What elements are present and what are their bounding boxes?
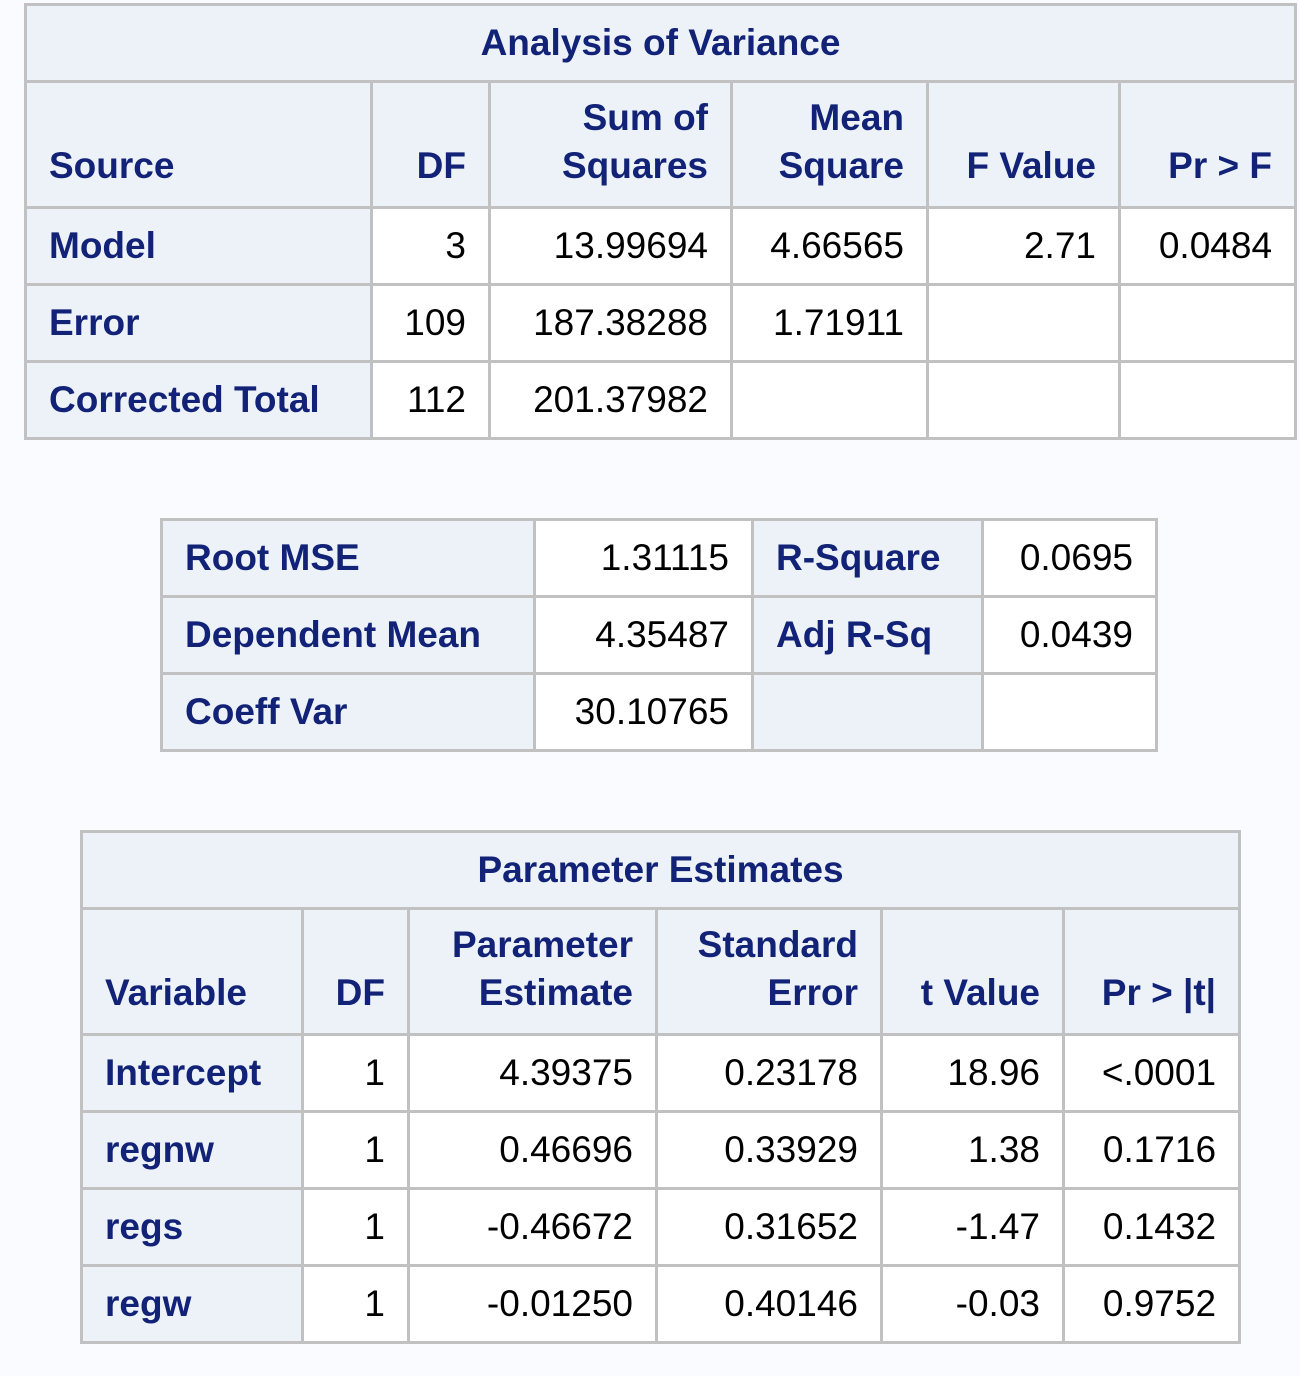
header-source: Source bbox=[24, 80, 373, 209]
cell-df: 1 bbox=[301, 1033, 410, 1113]
fit-value: 0.0695 bbox=[981, 518, 1158, 598]
fit-label: R-Square bbox=[751, 518, 984, 598]
fit-label: Coeff Var bbox=[160, 672, 536, 752]
cell-pr-f bbox=[1117, 283, 1298, 363]
params-header-row: Variable DF Parameter Estimate Standard Er… bbox=[80, 907, 1242, 1036]
cell-sum-of-squares: 201.37982 bbox=[488, 360, 733, 440]
row-variable: Intercept bbox=[80, 1033, 304, 1113]
cell-pr-t: 0.1432 bbox=[1061, 1187, 1242, 1267]
fit-label: Adj R-Sq bbox=[751, 595, 984, 675]
cell-pr-t: 0.9752 bbox=[1061, 1264, 1242, 1344]
fit-value: 0.0439 bbox=[981, 595, 1158, 675]
row-variable: regs bbox=[80, 1187, 304, 1267]
header-mean-square: Mean Square bbox=[730, 80, 929, 209]
cell-pr-t: <.0001 bbox=[1061, 1033, 1242, 1113]
table-row: regw 1 -0.01250 0.40146 -0.03 0.9752 bbox=[80, 1264, 1242, 1344]
header-standard-error-line1: Standard bbox=[697, 924, 858, 965]
row-variable: regw bbox=[80, 1264, 304, 1344]
header-f-value: F Value bbox=[926, 80, 1121, 209]
cell-standard-error: 0.40146 bbox=[655, 1264, 883, 1344]
cell-mean-square: 4.66565 bbox=[730, 206, 929, 286]
header-parameter-estimate-line2: Estimate bbox=[478, 972, 633, 1013]
fit-statistics-table: Root MSE 1.31115 R-Square 0.0695 Depende… bbox=[160, 518, 1158, 752]
cell-df: 1 bbox=[301, 1264, 410, 1344]
table-row: Error 109 187.38288 1.71911 bbox=[24, 283, 1298, 363]
cell-t-value: 1.38 bbox=[880, 1110, 1065, 1190]
table-row: Coeff Var 30.10765 bbox=[160, 672, 1158, 752]
cell-parameter-estimate: 4.39375 bbox=[407, 1033, 658, 1113]
cell-standard-error: 0.23178 bbox=[655, 1033, 883, 1113]
cell-parameter-estimate: 0.46696 bbox=[407, 1110, 658, 1190]
cell-pr-f bbox=[1117, 360, 1298, 440]
cell-mean-square: 1.71911 bbox=[730, 283, 929, 363]
cell-df: 3 bbox=[370, 206, 491, 286]
table-row: Corrected Total 112 201.37982 bbox=[24, 360, 1298, 440]
cell-t-value: 18.96 bbox=[880, 1033, 1065, 1113]
cell-df: 1 bbox=[301, 1110, 410, 1190]
header-mean-square-line2: Square bbox=[778, 145, 904, 186]
anova-table: Analysis of Variance Source DF Sum of Squ… bbox=[23, 3, 1298, 440]
cell-sum-of-squares: 13.99694 bbox=[488, 206, 733, 286]
header-mean-square-line1: Mean bbox=[809, 97, 904, 138]
header-df: DF bbox=[301, 907, 410, 1036]
cell-standard-error: 0.33929 bbox=[655, 1110, 883, 1190]
fit-value: 4.35487 bbox=[533, 595, 754, 675]
anova-title: Analysis of Variance bbox=[23, 3, 1298, 83]
cell-standard-error: 0.31652 bbox=[655, 1187, 883, 1267]
table-row: Root MSE 1.31115 R-Square 0.0695 bbox=[160, 518, 1158, 598]
header-standard-error-line2: Error bbox=[767, 972, 858, 1013]
cell-sum-of-squares: 187.38288 bbox=[488, 283, 733, 363]
parameter-estimates-table: Parameter Estimates Variable DF Paramete… bbox=[79, 830, 1242, 1344]
cell-parameter-estimate: -0.46672 bbox=[407, 1187, 658, 1267]
cell-f-value: 2.71 bbox=[926, 206, 1121, 286]
header-parameter-estimate-line1: Parameter bbox=[451, 924, 633, 965]
anova-header-row: Source DF Sum of Squares Mean Square F Val… bbox=[24, 80, 1298, 209]
row-source: Model bbox=[24, 206, 373, 286]
cell-t-value: -0.03 bbox=[880, 1264, 1065, 1344]
cell-parameter-estimate: -0.01250 bbox=[407, 1264, 658, 1344]
cell-f-value bbox=[926, 360, 1121, 440]
row-source: Error bbox=[24, 283, 373, 363]
header-pr-f: Pr > F bbox=[1117, 80, 1298, 209]
table-row: Dependent Mean 4.35487 Adj R-Sq 0.0439 bbox=[160, 595, 1158, 675]
fit-value: 30.10765 bbox=[533, 672, 754, 752]
header-parameter-estimate: Parameter Estimate bbox=[407, 907, 658, 1036]
fit-label: Root MSE bbox=[160, 518, 536, 598]
cell-pr-f: 0.0484 bbox=[1117, 206, 1298, 286]
cell-df: 1 bbox=[301, 1187, 410, 1267]
cell-mean-square bbox=[730, 360, 929, 440]
row-source: Corrected Total bbox=[24, 360, 373, 440]
header-sum-of-squares-line2: Squares bbox=[561, 145, 708, 186]
header-df: DF bbox=[370, 80, 491, 209]
fit-value bbox=[981, 672, 1158, 752]
cell-f-value bbox=[926, 283, 1121, 363]
fit-label bbox=[751, 672, 984, 752]
header-t-value: t Value bbox=[880, 907, 1065, 1036]
header-variable: Variable bbox=[80, 907, 304, 1036]
fit-value: 1.31115 bbox=[533, 518, 754, 598]
row-variable: regnw bbox=[80, 1110, 304, 1190]
header-pr-t: Pr > |t| bbox=[1061, 907, 1242, 1036]
cell-df: 112 bbox=[370, 360, 491, 440]
table-row: regs 1 -0.46672 0.31652 -1.47 0.1432 bbox=[80, 1187, 1242, 1267]
table-row: Intercept 1 4.39375 0.23178 18.96 <.0001 bbox=[80, 1033, 1242, 1113]
fit-label: Dependent Mean bbox=[160, 595, 536, 675]
header-sum-of-squares: Sum of Squares bbox=[488, 80, 733, 209]
params-title: Parameter Estimates bbox=[79, 830, 1242, 910]
table-row: regnw 1 0.46696 0.33929 1.38 0.1716 bbox=[80, 1110, 1242, 1190]
header-standard-error: Standard Error bbox=[655, 907, 883, 1036]
cell-pr-t: 0.1716 bbox=[1061, 1110, 1242, 1190]
cell-t-value: -1.47 bbox=[880, 1187, 1065, 1267]
table-row: Model 3 13.99694 4.66565 2.71 0.0484 bbox=[24, 206, 1298, 286]
cell-df: 109 bbox=[370, 283, 491, 363]
header-sum-of-squares-line1: Sum of bbox=[582, 97, 708, 138]
